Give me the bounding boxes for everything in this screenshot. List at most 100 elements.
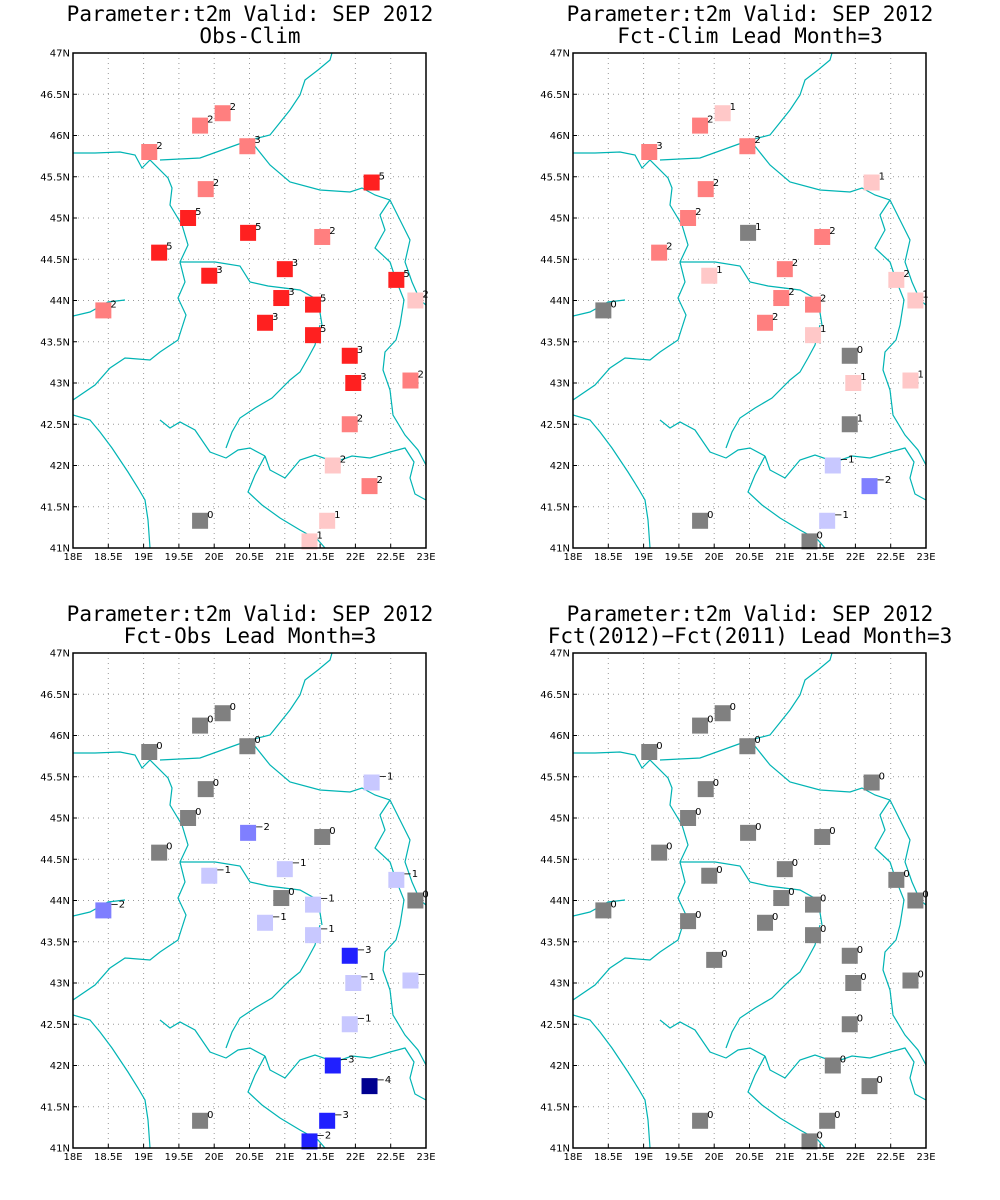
x-tick-label: 22E — [846, 552, 865, 563]
station-value-label: 2 — [754, 135, 760, 146]
station-value-label: 0 — [820, 894, 826, 905]
station-marker — [740, 824, 757, 841]
station-value-label: 5 — [166, 242, 172, 253]
chart-subtitle: Obs-Clim — [199, 24, 300, 48]
border-line — [659, 419, 766, 459]
border-line — [159, 53, 333, 161]
y-tick-label: 41N — [550, 544, 570, 555]
station-value-label: 0 — [166, 842, 172, 853]
station-value-label: 0 — [707, 715, 713, 726]
station-marker — [257, 314, 274, 331]
y-tick-label: 46N — [50, 731, 70, 742]
station-marker — [388, 871, 405, 888]
station-marker — [257, 914, 274, 931]
border-line — [249, 139, 426, 306]
station-marker — [345, 375, 362, 391]
station-marker — [301, 533, 318, 550]
station-value-label: −1 — [216, 865, 231, 876]
border-line — [374, 799, 426, 1066]
border-line — [659, 53, 833, 161]
station-marker — [151, 844, 168, 861]
x-tick-label: 21.5E — [306, 552, 335, 563]
x-tick-label: 20E — [205, 1152, 224, 1163]
station-marker — [692, 1112, 709, 1129]
y-tick-label: 43.5N — [540, 937, 570, 948]
station-marker — [273, 890, 290, 907]
station-marker — [201, 267, 218, 284]
station-marker — [141, 744, 158, 760]
station-value-label: 1 — [716, 265, 722, 276]
station-value-label: 2 — [207, 115, 213, 126]
y-tick-label: 45.5N — [540, 172, 570, 183]
y-tick-label: 47N — [550, 649, 570, 660]
station-marker — [341, 1016, 358, 1033]
y-tick-label: 42.5N — [40, 420, 70, 431]
station-value-label: 0 — [666, 842, 672, 853]
y-tick-label: 46N — [550, 731, 570, 742]
chart-panel-obs-clim: Parameter:t2m Valid: SEP 2012 Obs-Clim 18E… — [0, 0, 500, 600]
station-value-label: 0 — [707, 510, 713, 521]
station-marker — [888, 871, 905, 888]
station-value-label: 0 — [857, 345, 863, 356]
station-marker — [240, 824, 257, 841]
station-marker — [240, 224, 257, 241]
station-marker — [201, 867, 218, 884]
y-tick-label: 41.5N — [40, 1102, 70, 1113]
border-line — [264, 447, 426, 501]
station-value-label: −1 — [840, 455, 855, 466]
y-tick-label: 45N — [50, 814, 70, 825]
border-line — [573, 151, 689, 401]
station-marker — [151, 244, 168, 261]
station-marker — [814, 828, 831, 845]
station-marker — [697, 781, 714, 798]
y-tick-label: 46.5N — [40, 90, 70, 101]
plot-frame — [572, 652, 927, 1149]
y-tick-label: 47N — [50, 649, 70, 660]
station-marker — [861, 1078, 878, 1095]
border-line — [73, 414, 151, 548]
station-marker — [651, 844, 668, 861]
x-tick-label: 18.5E — [94, 1152, 123, 1163]
x-tick-label: 18E — [563, 1152, 582, 1163]
station-value-label: 0 — [610, 299, 616, 310]
station-value-label: 0 — [857, 1013, 863, 1024]
station-marker — [341, 416, 358, 433]
border-line — [573, 751, 689, 1001]
station-marker — [805, 896, 822, 913]
station-marker — [314, 828, 331, 845]
border-line — [225, 324, 321, 449]
x-tick-label: 21E — [775, 1152, 794, 1163]
x-tick-label: 18.5E — [594, 552, 623, 563]
border-line — [159, 653, 333, 761]
station-marker — [363, 174, 380, 191]
y-tick-label: 45.5N — [40, 772, 70, 783]
station-value-label: 5 — [320, 324, 326, 335]
chart-panel-fct-diff: Parameter:t2m Valid: SEP 2012 Fct(2012)−F… — [500, 600, 1000, 1200]
station-value-label: 5 — [379, 172, 385, 183]
border-line — [374, 199, 426, 466]
station-value-label: 1 — [860, 372, 866, 383]
x-tick-label: 23E — [916, 1152, 935, 1163]
chart-subtitle: Fct-Obs Lead Month=3 — [124, 624, 377, 648]
station-marker — [341, 947, 358, 964]
station-marker — [273, 290, 290, 307]
station-value-label: 0 — [656, 741, 662, 752]
station-value-label: −2 — [255, 822, 270, 833]
chart-title: Parameter:t2m Valid: SEP 2012 — [67, 602, 434, 626]
station-value-label: 2 — [707, 115, 713, 126]
station-value-label: −4 — [377, 1075, 392, 1086]
station-value-label: 0 — [817, 1130, 823, 1141]
station-marker — [180, 210, 197, 226]
station-marker — [141, 144, 158, 160]
station-value-label: 0 — [207, 715, 213, 726]
y-tick-label: 44.5N — [540, 255, 570, 266]
station-value-label: 3 — [360, 372, 366, 383]
station-marker — [776, 861, 793, 878]
border-line — [159, 419, 266, 459]
y-tick-label: 45.5N — [40, 172, 70, 183]
y-tick-label: 41N — [550, 1144, 570, 1155]
station-marker — [863, 774, 880, 791]
plot-area — [573, 653, 926, 1148]
plot-area — [73, 653, 426, 1148]
